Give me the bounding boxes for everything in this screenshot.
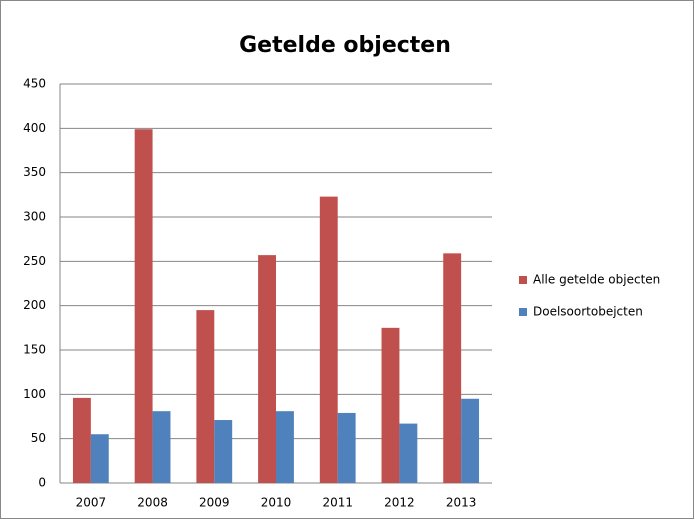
bar bbox=[399, 423, 418, 483]
y-tick-label: 150 bbox=[23, 343, 46, 357]
bar bbox=[381, 327, 400, 483]
bar bbox=[214, 420, 233, 483]
x-tick-label: 2010 bbox=[261, 496, 292, 510]
bar bbox=[72, 397, 91, 483]
bar bbox=[443, 253, 462, 483]
legend-swatch bbox=[519, 276, 527, 284]
x-tick-label: 2012 bbox=[384, 496, 415, 510]
bar bbox=[152, 411, 171, 483]
y-tick-label: 50 bbox=[31, 431, 46, 445]
x-tick-label: 2013 bbox=[446, 496, 477, 510]
y-tick-label: 250 bbox=[23, 254, 46, 268]
x-tick-label: 2009 bbox=[199, 496, 230, 510]
bar bbox=[337, 412, 356, 483]
bar bbox=[461, 398, 480, 483]
y-tick-label: 400 bbox=[23, 121, 46, 135]
bar bbox=[90, 434, 109, 483]
bar bbox=[258, 255, 276, 483]
chart-title: Getelde objecten bbox=[239, 33, 451, 58]
bar bbox=[196, 310, 215, 483]
y-tick-label: 100 bbox=[23, 387, 46, 401]
y-tick-label: 300 bbox=[23, 210, 46, 224]
legend-label: Doelsoortobejcten bbox=[533, 305, 643, 319]
y-tick-label: 200 bbox=[23, 298, 46, 312]
bar bbox=[134, 129, 153, 483]
y-tick-label: 450 bbox=[23, 77, 46, 91]
bar bbox=[276, 411, 294, 483]
legend-label: Alle getelde objecten bbox=[533, 273, 660, 287]
x-tick-label: 2007 bbox=[76, 496, 107, 510]
y-tick-label: 0 bbox=[38, 476, 46, 490]
y-tick-label: 350 bbox=[23, 165, 46, 179]
legend-swatch bbox=[519, 308, 527, 316]
x-tick-label: 2011 bbox=[322, 496, 353, 510]
bar bbox=[319, 196, 338, 483]
x-tick-label: 2008 bbox=[137, 496, 168, 510]
